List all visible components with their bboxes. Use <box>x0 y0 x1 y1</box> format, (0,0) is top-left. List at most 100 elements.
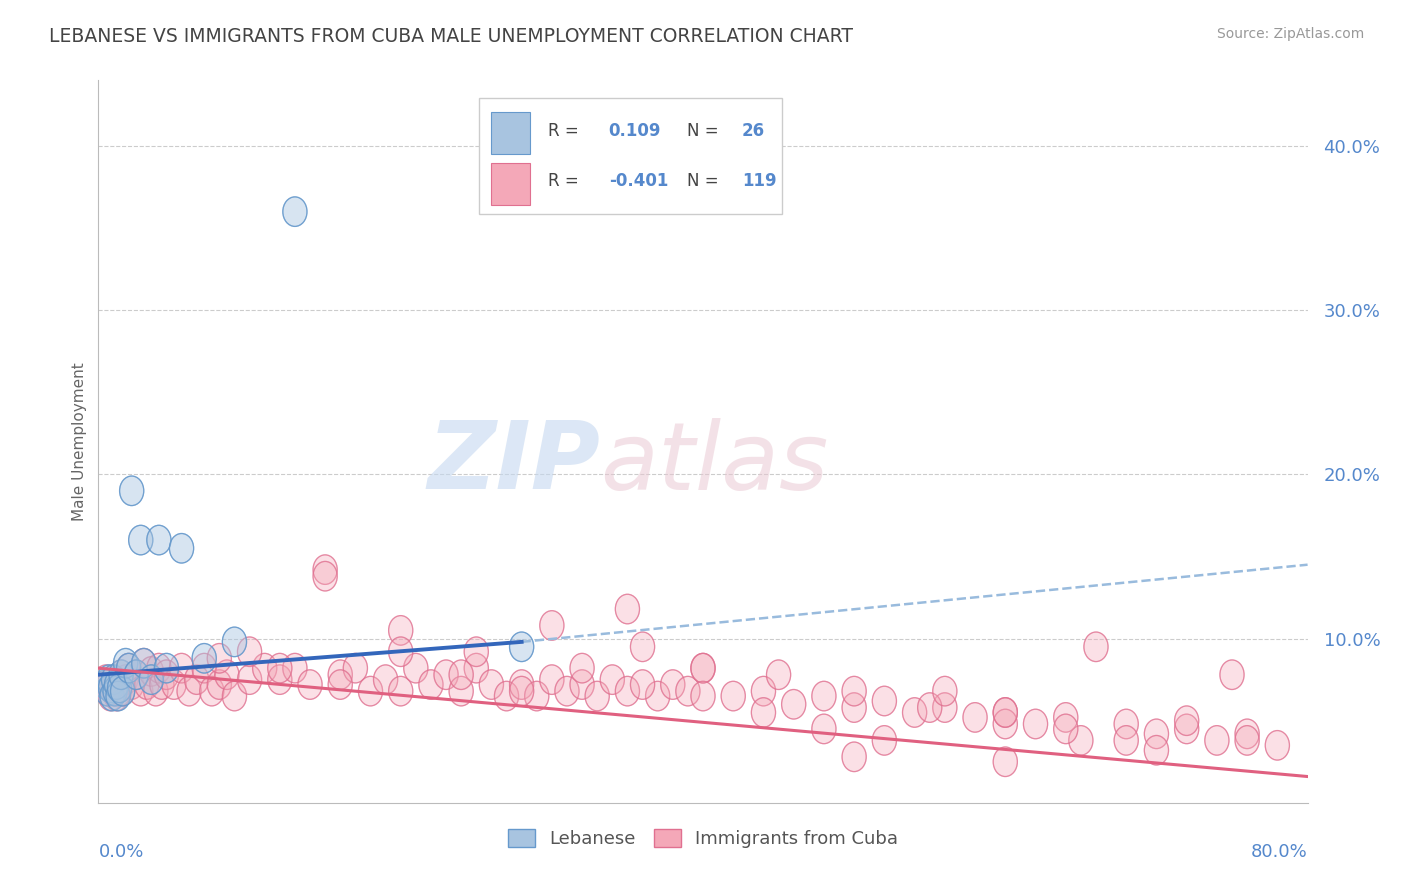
Ellipse shape <box>94 665 118 694</box>
Ellipse shape <box>872 725 897 756</box>
Ellipse shape <box>1205 725 1229 756</box>
Text: ZIP: ZIP <box>427 417 600 509</box>
Ellipse shape <box>328 670 353 699</box>
Text: atlas: atlas <box>600 417 828 508</box>
Ellipse shape <box>114 665 138 694</box>
Ellipse shape <box>283 653 307 683</box>
Ellipse shape <box>1174 706 1199 736</box>
Ellipse shape <box>918 693 942 723</box>
Ellipse shape <box>509 670 534 699</box>
Ellipse shape <box>143 676 167 706</box>
Ellipse shape <box>872 686 897 715</box>
Ellipse shape <box>222 681 246 711</box>
Text: 0.0%: 0.0% <box>98 843 143 861</box>
Ellipse shape <box>509 632 534 662</box>
Ellipse shape <box>1069 725 1092 756</box>
Ellipse shape <box>419 670 443 699</box>
Ellipse shape <box>1053 703 1078 732</box>
Ellipse shape <box>993 747 1018 777</box>
Ellipse shape <box>100 681 124 711</box>
Ellipse shape <box>162 670 186 699</box>
Ellipse shape <box>132 648 156 678</box>
Text: -0.401: -0.401 <box>609 172 668 190</box>
Ellipse shape <box>555 676 579 706</box>
Ellipse shape <box>101 665 125 694</box>
Ellipse shape <box>434 660 458 690</box>
Ellipse shape <box>766 660 790 690</box>
Ellipse shape <box>374 665 398 694</box>
Ellipse shape <box>170 533 194 563</box>
Ellipse shape <box>963 703 987 732</box>
Ellipse shape <box>139 665 163 694</box>
Ellipse shape <box>124 660 148 690</box>
Ellipse shape <box>842 676 866 706</box>
Ellipse shape <box>540 665 564 694</box>
Ellipse shape <box>388 615 413 645</box>
Text: 119: 119 <box>742 172 776 190</box>
Ellipse shape <box>139 657 163 686</box>
Ellipse shape <box>1234 725 1260 756</box>
Ellipse shape <box>932 676 957 706</box>
Ellipse shape <box>117 653 141 683</box>
Ellipse shape <box>155 653 179 683</box>
Ellipse shape <box>111 676 135 706</box>
Ellipse shape <box>993 698 1018 727</box>
Ellipse shape <box>314 555 337 584</box>
Text: R =: R = <box>548 122 579 140</box>
Ellipse shape <box>811 681 837 711</box>
Ellipse shape <box>932 693 957 723</box>
Ellipse shape <box>184 665 208 694</box>
Ellipse shape <box>1144 736 1168 765</box>
Ellipse shape <box>464 653 488 683</box>
Ellipse shape <box>721 681 745 711</box>
Ellipse shape <box>96 676 120 706</box>
Ellipse shape <box>98 673 122 703</box>
Ellipse shape <box>404 653 427 683</box>
Ellipse shape <box>105 673 131 703</box>
Ellipse shape <box>120 670 143 699</box>
Ellipse shape <box>1114 709 1139 739</box>
Ellipse shape <box>1234 719 1260 748</box>
Ellipse shape <box>328 660 353 690</box>
Ellipse shape <box>101 676 125 706</box>
FancyBboxPatch shape <box>479 98 782 214</box>
Y-axis label: Male Unemployment: Male Unemployment <box>72 362 87 521</box>
Ellipse shape <box>690 653 716 683</box>
Ellipse shape <box>1220 660 1244 690</box>
Bar <box>492 112 530 154</box>
Ellipse shape <box>150 670 174 699</box>
Ellipse shape <box>569 653 595 683</box>
Ellipse shape <box>104 681 129 711</box>
Ellipse shape <box>215 660 239 690</box>
Ellipse shape <box>129 525 153 555</box>
Ellipse shape <box>97 665 121 694</box>
Ellipse shape <box>661 670 685 699</box>
Ellipse shape <box>103 676 127 706</box>
Ellipse shape <box>170 653 194 683</box>
Ellipse shape <box>1144 719 1168 748</box>
Ellipse shape <box>100 673 124 703</box>
Ellipse shape <box>200 676 224 706</box>
Ellipse shape <box>96 676 120 706</box>
Ellipse shape <box>449 676 474 706</box>
Ellipse shape <box>1265 731 1289 760</box>
Ellipse shape <box>903 698 927 727</box>
Ellipse shape <box>120 476 143 506</box>
Ellipse shape <box>132 648 156 678</box>
Ellipse shape <box>107 676 132 706</box>
Text: N =: N = <box>688 122 718 140</box>
Ellipse shape <box>193 653 217 683</box>
Ellipse shape <box>110 660 134 690</box>
Ellipse shape <box>676 676 700 706</box>
Ellipse shape <box>388 676 413 706</box>
Text: 26: 26 <box>742 122 765 140</box>
Text: N =: N = <box>688 172 718 190</box>
Ellipse shape <box>105 681 131 711</box>
Ellipse shape <box>314 561 337 591</box>
Ellipse shape <box>359 676 382 706</box>
Ellipse shape <box>104 670 129 699</box>
Ellipse shape <box>110 660 134 690</box>
Ellipse shape <box>267 653 292 683</box>
Ellipse shape <box>782 690 806 719</box>
Ellipse shape <box>111 676 135 706</box>
